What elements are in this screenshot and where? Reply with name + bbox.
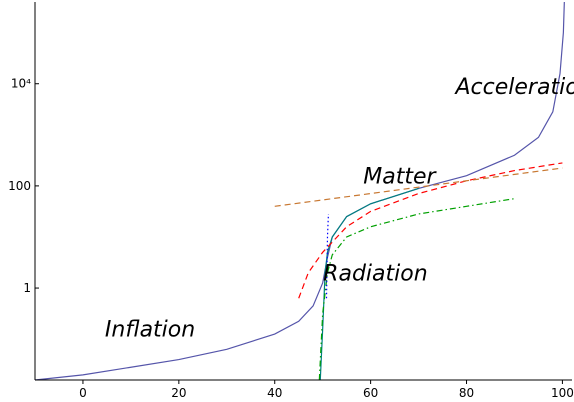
annotation-label: Matter bbox=[363, 164, 437, 189]
annotation-label: Inflation bbox=[105, 318, 195, 343]
x-tick-label: 80 bbox=[459, 386, 474, 400]
y-tick-label: 10⁴ bbox=[11, 77, 31, 91]
x-tick-label: 0 bbox=[79, 386, 87, 400]
series-line-3 bbox=[274, 167, 563, 207]
series-line-2 bbox=[298, 162, 563, 299]
x-tick-label: 100 bbox=[551, 386, 574, 400]
y-tick-label: 1 bbox=[23, 281, 31, 295]
x-tick-label: 60 bbox=[363, 386, 378, 400]
x-tick-label: 40 bbox=[267, 386, 282, 400]
annotation-label: Radiation bbox=[323, 261, 427, 286]
series-layer bbox=[34, 1, 565, 381]
annotation-label: Acceleration bbox=[454, 75, 574, 100]
series-line-4 bbox=[318, 198, 515, 381]
y-tick-label: 100 bbox=[8, 179, 31, 193]
annotations: Inflation Radiation Matter Acceleration bbox=[105, 75, 574, 343]
x-ticks: 0 20 40 60 80 100 bbox=[79, 380, 574, 400]
y-ticks: 1 100 10⁴ bbox=[8, 77, 39, 295]
x-tick-label: 20 bbox=[171, 386, 186, 400]
series-line-5 bbox=[325, 213, 330, 299]
